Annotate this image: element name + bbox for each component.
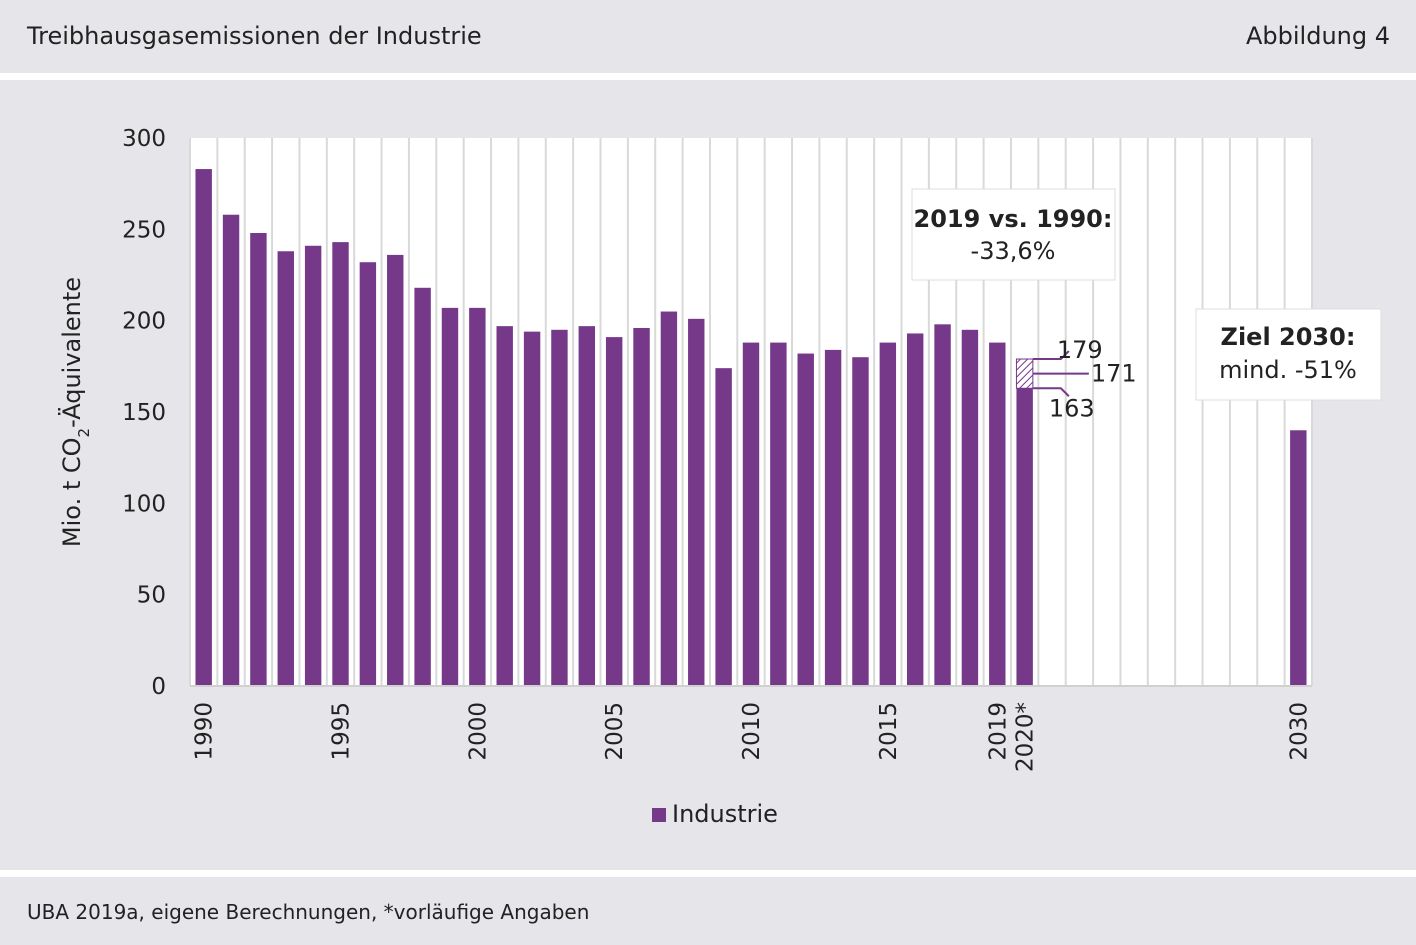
bar-1993 [277,251,294,686]
annotation-2030-title: Ziel 2030: [1221,323,1356,351]
x-tick-label: 2000 [465,702,491,761]
bar-2005 [605,337,623,686]
bar-2003 [551,329,568,686]
bar-2002 [523,331,541,686]
bar-1992 [250,232,267,686]
bar-1997 [387,254,404,686]
bar-2019 [989,342,1006,686]
bar-2020 [1016,388,1033,686]
x-tick-label: 1995 [329,702,355,761]
range-low-label: 163 [1049,394,1095,422]
bar-2014 [852,357,869,686]
x-tick-label: 2005 [602,702,628,761]
x-tick-label: 1990 [192,702,218,761]
bar-2016 [906,333,924,686]
bar-2015 [879,342,897,686]
bar-2018 [961,329,979,686]
bar-2000 [469,307,486,686]
bar-2017 [934,324,951,686]
bar-1991 [222,214,240,686]
bar-2001 [496,326,513,686]
bar-1996 [359,262,377,686]
footer-band [0,877,1416,945]
bar-1999 [441,307,459,686]
x-tick-label: 2015 [876,702,902,761]
y-tick-label: 50 [137,583,166,609]
x-tick-label: 2030 [1286,702,1312,761]
source-note: UBA 2019a, eigene Berechnungen, *vorläuf… [27,900,590,924]
gridlines [189,138,1313,686]
annotation-2030-value: mind. -51% [1219,356,1357,384]
range-low-leader [1032,387,1070,397]
figure-label: Abbildung 4 [1245,22,1390,50]
y-tick-label: 150 [122,400,166,426]
range-2020-band [1015,358,1034,389]
bar-2004 [578,326,596,686]
y-tick-label: 200 [122,309,166,335]
annotation-2019-value: -33,6% [971,237,1056,265]
bar-1995 [332,242,349,686]
bar-1998 [414,287,431,686]
y-tick-labels: 0 50 100 150 200 250 300 [122,126,166,700]
bar-2008 [688,318,705,686]
range-high-leader [1032,350,1070,361]
chart-title: Treibhausgasemissionen der Industrie [27,22,482,50]
y-tick-label: 250 [122,217,166,243]
bar-2012 [797,353,814,686]
legend-label: Industrie [672,800,778,828]
bar-1990 [195,169,212,686]
range-mid-label: 171 [1091,360,1137,388]
annotation-2019-title: 2019 vs. 1990: [914,205,1113,233]
annotation-box-2030: Ziel 2030: mind. -51% [1195,308,1382,401]
y-axis-label: Mio. t CO2-Äquivalente [57,277,93,547]
bar-2030 [1290,430,1307,686]
x-tick-label: 2010 [739,702,765,761]
bar-2010 [742,342,760,686]
bar-2006 [633,327,650,686]
bar-2011 [770,342,787,686]
range-high-label: 179 [1057,336,1103,364]
bar-2007 [660,311,678,686]
bar-2013 [824,349,842,686]
legend: Industrie [652,800,778,828]
legend-swatch [652,808,666,822]
y-tick-label: 100 [122,491,166,517]
y-tick-label: 300 [122,126,166,152]
annotation-box-2019: 2019 vs. 1990: -33,6% [911,188,1116,281]
bar-1994 [304,245,322,687]
x-tick-label: 2020* [1013,702,1039,772]
header-band [0,0,1416,73]
bar-2009 [715,368,732,686]
x-tick-labels: 1990 1995 2000 2005 2010 2015 2019 2020* 2030 [192,702,1313,772]
y-tick-label: 0 [151,674,166,700]
x-tick-label: 2019 [985,702,1011,761]
bars [195,169,1307,687]
